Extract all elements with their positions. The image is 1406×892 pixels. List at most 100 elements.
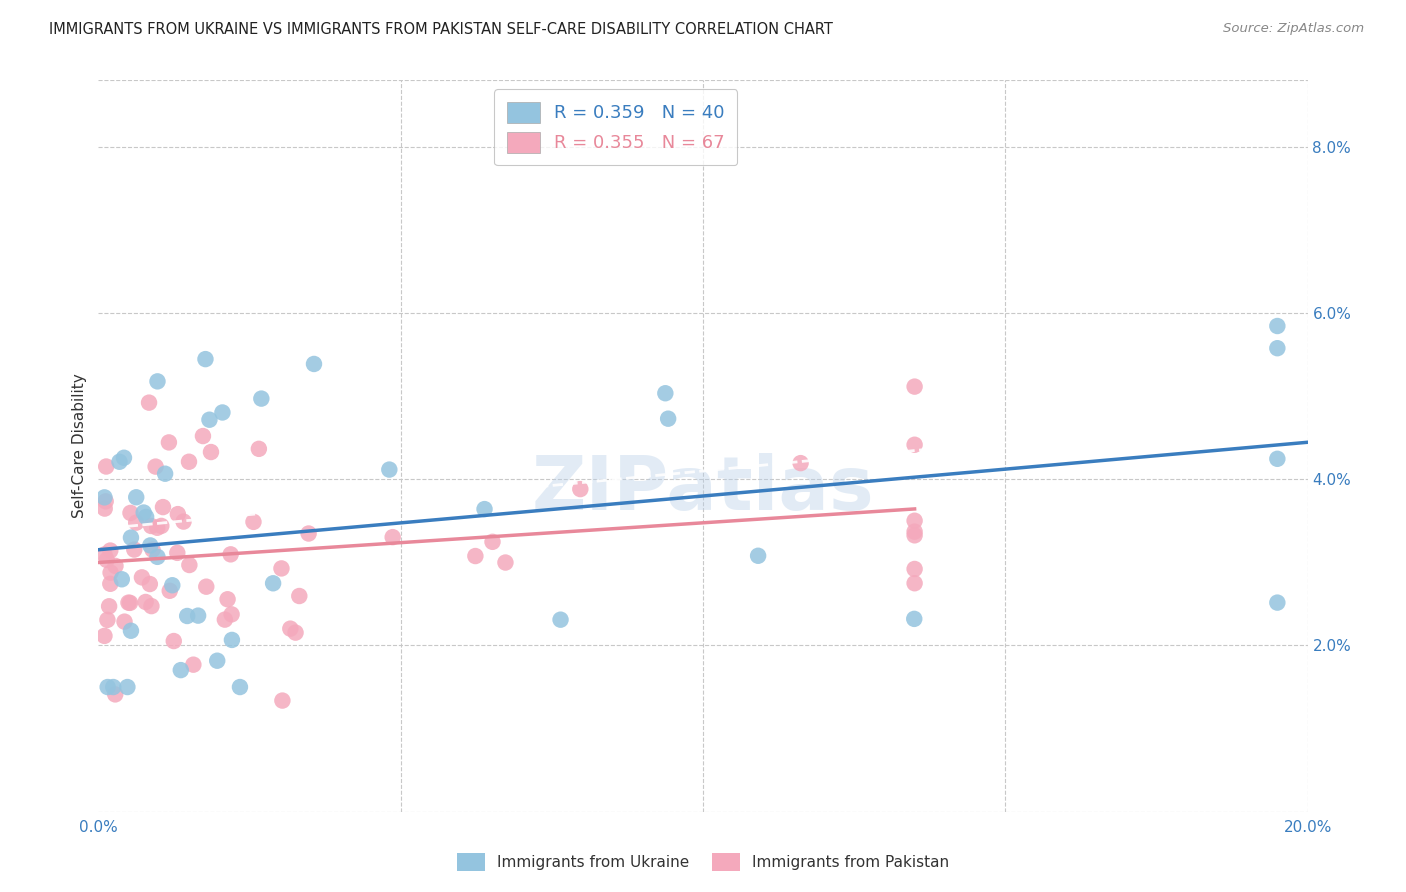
Point (98, 543, 121, 558)
Point (146, 521, 169, 535)
Point (904, 528, 927, 542)
Point (904, 379, 927, 393)
Point (183, 657, 205, 672)
Point (93, 491, 115, 505)
Point (114, 615, 136, 629)
Point (141, 599, 163, 613)
Point (211, 405, 233, 419)
Point (657, 411, 679, 425)
Point (141, 519, 163, 533)
Point (96, 613, 118, 627)
Point (108, 455, 131, 469)
Point (131, 570, 153, 584)
Point (141, 542, 163, 557)
Point (789, 456, 811, 470)
Point (162, 578, 184, 592)
Point (1267, 451, 1289, 466)
Point (100, 566, 122, 580)
Point (179, 558, 201, 572)
Point (150, 519, 173, 533)
Point (250, 392, 273, 406)
Text: Source: ZipAtlas.com: Source: ZipAtlas.com (1223, 22, 1364, 36)
Point (96, 459, 118, 474)
Point (135, 595, 157, 609)
Point (93, 548, 115, 562)
Point (221, 607, 243, 622)
Point (135, 509, 157, 524)
Text: IMMIGRANTS FROM UKRAINE VS IMMIGRANTS FROM PAKISTAN SELF-CARE DISABILITY CORRELA: IMMIGRANTS FROM UKRAINE VS IMMIGRANTS FR… (49, 22, 834, 37)
Point (111, 572, 134, 586)
Point (904, 524, 927, 539)
Text: ZIPatlas: ZIPatlas (531, 453, 875, 526)
Point (93, 629, 115, 643)
Point (187, 608, 209, 623)
Point (152, 500, 174, 514)
Point (94, 494, 117, 508)
Point (125, 516, 148, 530)
Point (98, 576, 121, 591)
Point (302, 357, 325, 371)
Point (284, 625, 307, 640)
Point (904, 438, 927, 452)
Point (139, 577, 162, 591)
Point (159, 583, 181, 598)
Point (112, 450, 135, 465)
Point (654, 386, 676, 401)
Point (550, 613, 572, 627)
Point (217, 592, 239, 607)
Point (464, 549, 486, 563)
Point (194, 352, 217, 367)
Point (242, 515, 264, 529)
Point (132, 506, 155, 520)
Point (1267, 341, 1289, 355)
Point (125, 490, 148, 504)
Point (747, 549, 769, 563)
Point (98, 599, 121, 614)
Point (166, 546, 188, 560)
Point (176, 609, 198, 624)
Point (494, 556, 516, 570)
Point (378, 462, 401, 476)
Point (262, 576, 284, 591)
Point (96, 553, 118, 567)
Point (288, 589, 311, 603)
Point (221, 632, 243, 647)
Point (278, 622, 301, 636)
Point (103, 680, 125, 694)
Point (117, 680, 139, 694)
Point (195, 580, 218, 594)
Point (117, 596, 139, 610)
Point (138, 395, 160, 409)
Point (474, 502, 496, 516)
Point (1267, 596, 1289, 610)
Point (139, 538, 162, 552)
Point (93, 501, 115, 516)
Point (157, 435, 180, 450)
Point (229, 680, 252, 694)
Point (118, 596, 141, 610)
Point (198, 413, 221, 427)
Point (200, 445, 222, 459)
Point (904, 562, 927, 576)
Point (146, 375, 169, 389)
Point (569, 482, 592, 496)
Y-axis label: Self-Care Disability: Self-Care Disability (72, 374, 87, 518)
Point (381, 530, 404, 544)
Point (120, 506, 142, 520)
Point (166, 507, 188, 521)
Point (214, 613, 236, 627)
Point (173, 515, 195, 529)
Point (146, 549, 169, 564)
Point (904, 514, 927, 528)
Point (903, 612, 925, 626)
Point (124, 542, 146, 557)
Point (219, 547, 242, 561)
Point (104, 687, 127, 701)
Point (271, 693, 294, 707)
Point (1267, 318, 1289, 333)
Point (481, 534, 503, 549)
Point (153, 467, 176, 481)
Point (270, 561, 292, 575)
Point (177, 455, 200, 469)
Point (120, 531, 142, 545)
